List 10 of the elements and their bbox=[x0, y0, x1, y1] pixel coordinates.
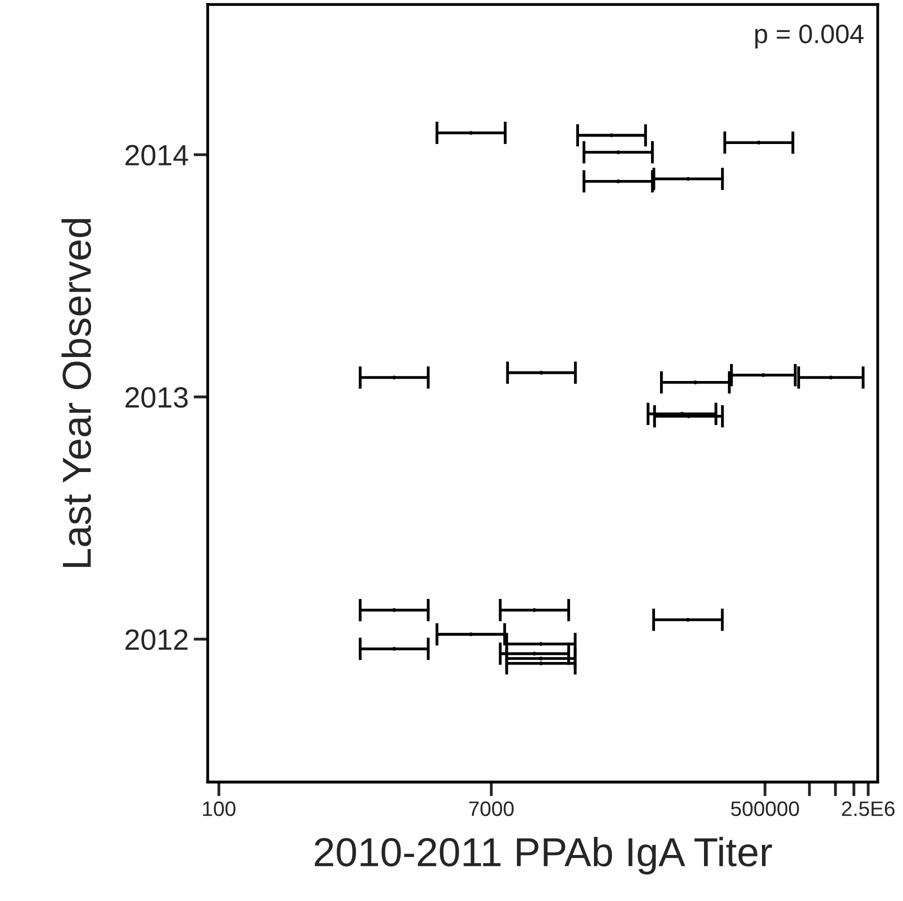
x-tick-label: 100 bbox=[203, 801, 236, 816]
y-axis-title: Last Year Observed bbox=[62, 218, 92, 567]
x-axis-title: 2010-2011 PPAb IgA Titer bbox=[314, 836, 772, 874]
x-tick-label: 2.5E6 bbox=[842, 801, 895, 816]
y-tick-label: 2013 bbox=[126, 387, 188, 408]
x-tick-label: 7000 bbox=[469, 801, 514, 816]
annotation: p = 0.004 bbox=[755, 24, 864, 49]
y-tick-label: 2014 bbox=[126, 144, 188, 166]
x-tick-label: 500000 bbox=[731, 801, 799, 816]
y-tick-label: 2012 bbox=[126, 629, 188, 650]
